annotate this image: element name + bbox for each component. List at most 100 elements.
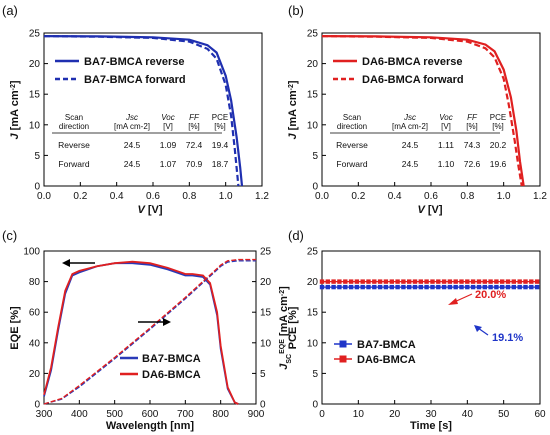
- pce-marker: [389, 279, 394, 284]
- pce-marker: [366, 279, 371, 284]
- pce-marker: [482, 284, 487, 290]
- table-cell: 1.10: [438, 159, 455, 169]
- x-tick-label: 20: [389, 409, 401, 420]
- table-header-line2: [%]: [188, 122, 200, 131]
- table-cell: 70.9: [186, 159, 203, 169]
- x-axis-title-b: V [V]: [417, 204, 442, 216]
- x-tick-label: 0.8: [460, 191, 474, 202]
- y-tick-label: 60: [29, 308, 41, 319]
- y-tick-label: 0: [34, 182, 40, 193]
- table-header-line2: [V]: [163, 122, 173, 131]
- y2-tick-label: 10: [260, 338, 272, 349]
- legend-label-ba7-forward: BA7-BMCA forward: [84, 74, 186, 86]
- table-cell: 74.3: [464, 140, 481, 150]
- pce-marker: [366, 284, 371, 290]
- pce-marker: [465, 279, 470, 284]
- x-tick-label: 40: [462, 409, 474, 420]
- pce-marker: [476, 279, 482, 284]
- y-tick-label: 0: [34, 400, 40, 411]
- x-tick-label: 1.0: [219, 191, 233, 202]
- left-axis-arrowhead: [62, 259, 70, 267]
- legend-c: BA7-BMCA DA6-BMCA: [120, 353, 201, 381]
- table-header-line1: FF: [467, 113, 478, 122]
- table-header-line1: Voc: [439, 113, 453, 122]
- y2-tick-label: 0: [260, 400, 266, 411]
- legend-label-da6-reverse: DA6-BMCA reverse: [362, 56, 462, 68]
- x-tick-label: 400: [71, 409, 88, 420]
- x-tick-label: 0.6: [424, 191, 438, 202]
- table-cell: 1.11: [438, 140, 454, 150]
- legend-label-ba7-reverse: BA7-BMCA reverse: [84, 56, 184, 68]
- pce-marker: [511, 284, 516, 290]
- annotation-arrowhead-ba7: [474, 325, 482, 332]
- y-tick-label: 5: [312, 369, 318, 380]
- pce-marker: [511, 279, 516, 284]
- x-tick-label: 0.2: [351, 191, 365, 202]
- x-tick-label: 50: [498, 409, 510, 420]
- table-cell: 72.4: [186, 140, 203, 150]
- legend-label-da6-forward: DA6-BMCA forward: [362, 74, 464, 86]
- y-tick-label: 25: [307, 247, 319, 258]
- legend-label-da6: DA6-BMCA: [142, 369, 201, 381]
- pce-marker: [407, 284, 412, 290]
- y-tick-label: 20: [307, 59, 319, 70]
- x-tick-label: 0.8: [182, 191, 196, 202]
- pce-marker: [377, 284, 383, 290]
- pce-marker: [360, 279, 365, 284]
- y2-axis-title-c: JSCEQE [mA cm-2]: [278, 286, 293, 370]
- table-header-line1: FF: [189, 113, 200, 122]
- legend-label-ba7: BA7-BMCA: [142, 353, 201, 365]
- pce-marker: [348, 284, 354, 290]
- pce-marker: [412, 279, 418, 284]
- panel-a: (a) 0.0 0.2 0.4 0.6 0.8 1.0 1.2 0 5 10 15 20 25 BA7-…: [2, 3, 269, 216]
- table-cell: 18.7: [212, 159, 229, 169]
- y-tick-label: 0: [312, 182, 318, 193]
- y-axis-title-b: J [mA cm-2]: [287, 80, 299, 139]
- x-tick-label: 0.0: [37, 191, 51, 202]
- panel-label-b: (b): [288, 3, 304, 18]
- x-tick-label: 600: [142, 409, 159, 420]
- y-tick-label: 40: [29, 338, 41, 349]
- eqe-curve: [43, 262, 239, 405]
- x-tick-label: 1.2: [255, 191, 269, 202]
- pce-marker: [529, 279, 534, 284]
- pce-marker: [325, 279, 330, 284]
- table-cell: 24.5: [124, 159, 141, 169]
- table-cell: 24.5: [402, 140, 419, 150]
- y-tick-label: 20: [29, 59, 41, 70]
- pce-marker: [348, 279, 354, 284]
- pce-marker: [337, 284, 342, 290]
- panel-label-d: (d): [288, 228, 304, 243]
- x-tick-label: 0.0: [315, 191, 329, 202]
- pce-marker: [424, 279, 429, 284]
- table-header-line2: direction: [337, 122, 367, 131]
- y-tick-label: 5: [34, 151, 40, 162]
- pce-marker: [343, 284, 348, 290]
- table-cell: 20.2: [490, 140, 507, 150]
- pce-marker: [505, 279, 511, 284]
- pce-marker: [470, 284, 476, 290]
- y2-tick-label: 15: [260, 308, 272, 319]
- x-tick-label: 900: [248, 409, 265, 420]
- table-cell: 72.6: [464, 159, 481, 169]
- y-tick-label: 15: [29, 90, 41, 101]
- pce-marker: [441, 279, 447, 284]
- right-axis-arrowhead: [163, 318, 171, 326]
- pce-marker: [331, 284, 336, 290]
- y-tick-label: 25: [29, 29, 41, 40]
- pce-marker: [517, 284, 522, 290]
- pce-marker: [389, 284, 394, 290]
- pce-marker: [465, 284, 470, 290]
- y2-tick-label: 25: [260, 247, 272, 258]
- axis-arrows-c: [62, 259, 171, 326]
- pce-marker: [319, 284, 325, 290]
- annotation-arrowhead-da6: [448, 298, 458, 305]
- y-tick-label: 15: [307, 90, 319, 101]
- pce-marker: [436, 279, 441, 284]
- annotation-ba7-value: 19.1%: [492, 332, 523, 344]
- table-row-label: Reverse: [336, 140, 368, 150]
- table-cell: 19.6: [490, 159, 507, 169]
- x-tick-label: 10: [353, 409, 365, 420]
- table-header-line2: [%]: [214, 122, 226, 131]
